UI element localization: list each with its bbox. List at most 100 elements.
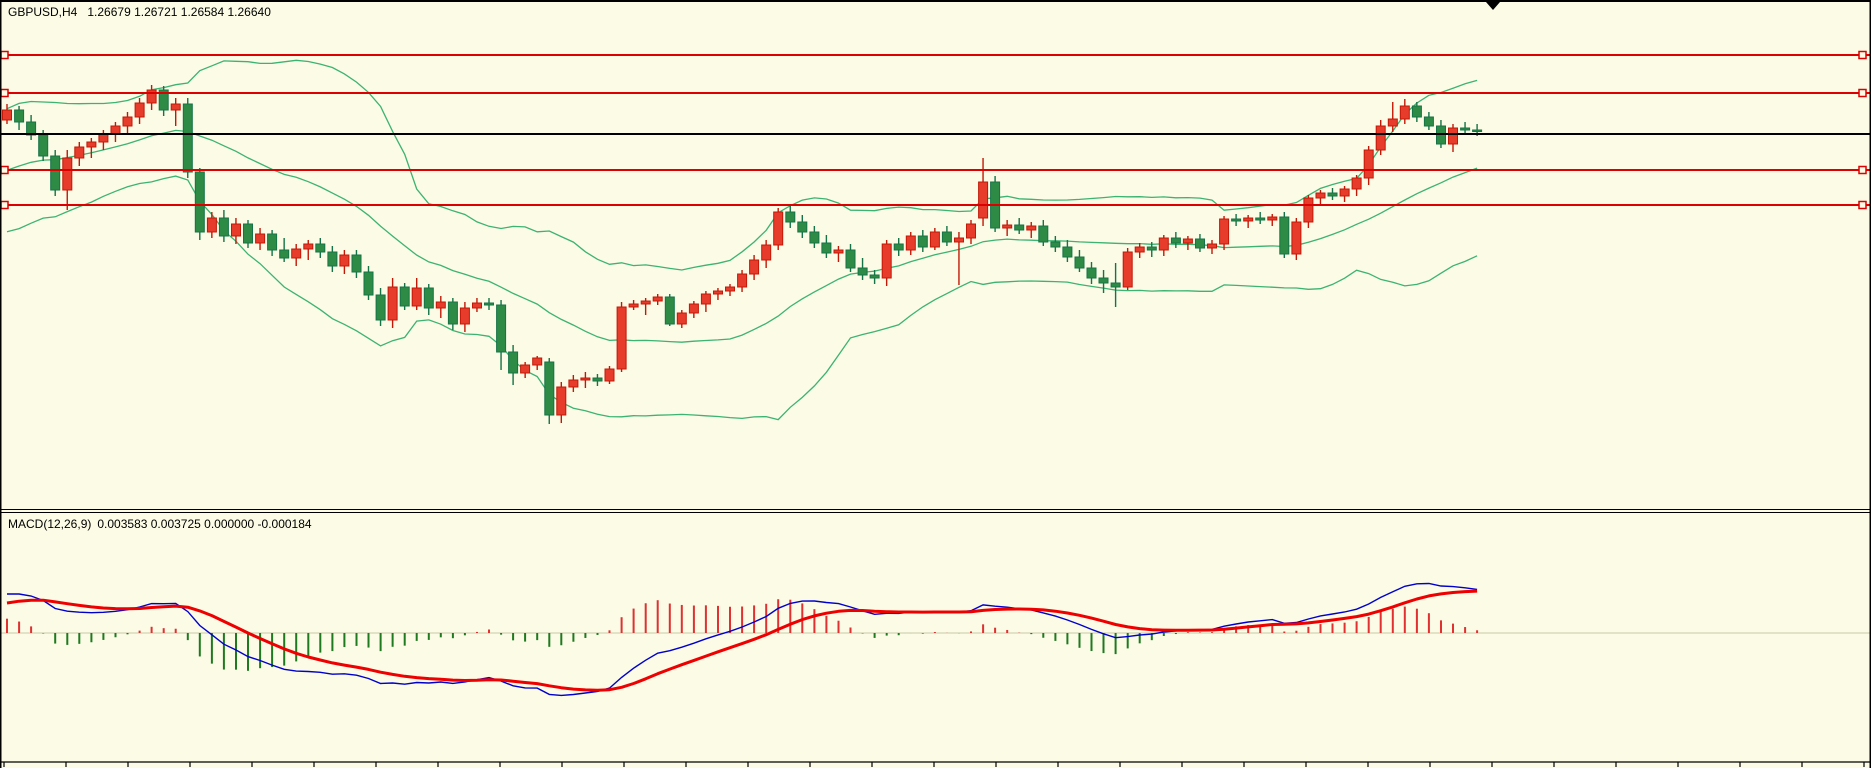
- line-drag-handle[interactable]: [0, 200, 9, 210]
- line-drag-handle[interactable]: [0, 88, 9, 98]
- candle-body: [1134, 246, 1145, 253]
- candle-body: [616, 306, 627, 370]
- bb-middle-line: [6, 129, 1478, 343]
- candle-body: [339, 254, 350, 267]
- candle-body: [98, 133, 109, 143]
- candle-body: [592, 377, 603, 382]
- time-axis[interactable]: [0, 761, 1871, 767]
- candle-body: [1014, 224, 1025, 231]
- candle-body: [435, 301, 446, 309]
- candle-body: [496, 304, 507, 353]
- candle-body: [1098, 277, 1109, 284]
- candle-body: [833, 249, 844, 254]
- candle-body: [725, 286, 735, 292]
- candle-body: [315, 243, 326, 253]
- candle-body: [255, 233, 266, 244]
- candle-body: [688, 303, 699, 314]
- candle-body: [1231, 218, 1242, 222]
- macd-name-text: MACD(12,26,9): [8, 517, 92, 531]
- macd-values-text: 0.003583 0.003725 0.000000 -0.000184: [97, 517, 312, 531]
- candle-body: [1158, 237, 1169, 251]
- candle-body: [1146, 246, 1157, 251]
- candle-body: [399, 286, 410, 307]
- macd-indicator-label: MACD(12,26,9) 0.003583 0.003725 0.000000 …: [8, 517, 312, 531]
- candle-body: [664, 296, 675, 325]
- line-drag-handle[interactable]: [1858, 200, 1867, 210]
- candle-body: [676, 312, 687, 325]
- candle-body: [158, 89, 169, 111]
- candle-body: [50, 155, 61, 191]
- candle-body: [966, 223, 976, 239]
- candle-body: [941, 231, 952, 243]
- candle-body: [628, 303, 639, 308]
- candle-body: [459, 307, 470, 325]
- candle-body: [1026, 225, 1037, 231]
- candle-body: [1387, 118, 1398, 127]
- candle-body: [1122, 251, 1133, 288]
- horizontal-level-lines[interactable]: [0, 50, 1871, 210]
- candle-body: [640, 300, 651, 305]
- macd-main-line: [7, 582, 1478, 697]
- candle-body: [146, 89, 157, 104]
- candle-body: [749, 259, 760, 275]
- candle-body: [568, 379, 579, 388]
- candle-body: [713, 290, 723, 295]
- candle-body: [218, 217, 229, 237]
- candle-body: [38, 134, 49, 157]
- candle-body: [472, 302, 482, 309]
- candle-body: [1472, 129, 1483, 132]
- candle-body: [1423, 116, 1434, 127]
- panel-separator[interactable]: [0, 509, 1871, 513]
- candle-body: [447, 301, 458, 325]
- chart-shift-marker-icon[interactable]: [1486, 2, 1500, 10]
- candle-body: [845, 249, 856, 269]
- candle-body: [1195, 238, 1205, 249]
- candle-body: [1315, 192, 1326, 199]
- line-drag-handle[interactable]: [1858, 165, 1867, 175]
- candle-body: [821, 242, 832, 254]
- candle-body: [1279, 216, 1290, 255]
- line-drag-handle[interactable]: [0, 50, 9, 60]
- candle-body: [905, 235, 916, 251]
- candle-body: [1110, 282, 1121, 288]
- candle-body: [532, 357, 543, 366]
- candle-body: [484, 302, 494, 306]
- candle-body: [893, 243, 904, 251]
- candle-body: [206, 217, 217, 233]
- line-drag-handle[interactable]: [1858, 50, 1867, 60]
- symbol-period-text: GBPUSD,H4: [8, 5, 78, 19]
- candle-body: [1303, 197, 1314, 223]
- candle-body: [327, 251, 338, 267]
- candle-body: [1363, 149, 1374, 179]
- candle-body: [1050, 241, 1061, 248]
- candle-body: [1086, 267, 1097, 279]
- candle-body: [1170, 237, 1181, 244]
- candle-body: [978, 181, 989, 219]
- candle-body: [520, 364, 531, 374]
- line-drag-handle[interactable]: [1858, 88, 1867, 98]
- candle-body: [1351, 177, 1362, 190]
- candle-body: [122, 116, 133, 127]
- candle-body: [1327, 192, 1338, 197]
- candle-body: [194, 171, 205, 233]
- candle-body: [1074, 256, 1085, 269]
- candle-body: [761, 244, 772, 261]
- candle-body: [508, 351, 519, 374]
- macd-signal-line: [6, 589, 1478, 692]
- line-drag-handle[interactable]: [0, 165, 9, 175]
- candle-body: [1411, 105, 1422, 118]
- bb-upper-line: [6, 59, 1478, 271]
- candle-body: [170, 103, 181, 111]
- candle-body: [62, 157, 73, 191]
- candle-body: [1291, 221, 1302, 255]
- bollinger-bands: [6, 59, 1478, 421]
- candle-body: [86, 141, 97, 148]
- candle-body: [857, 267, 868, 276]
- candle-body: [954, 237, 964, 243]
- candle-body: [1255, 217, 1266, 221]
- candle-body: [1375, 125, 1386, 151]
- candle-body: [375, 294, 386, 321]
- candle-body: [14, 109, 25, 123]
